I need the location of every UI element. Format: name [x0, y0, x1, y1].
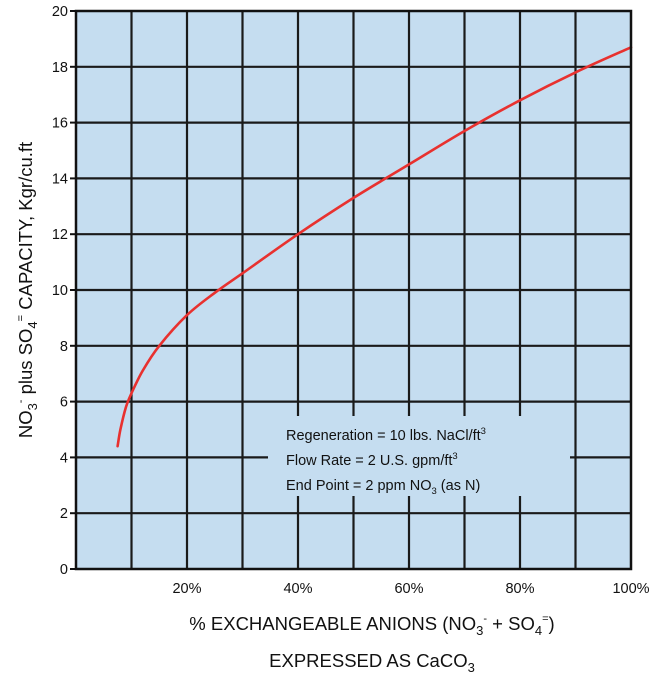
- y-tick-label: 12: [52, 227, 68, 243]
- annotation-line-1-sup: 3: [481, 426, 486, 437]
- y-tick-label: 0: [60, 562, 68, 578]
- x-axis-label-line-2: EXPRESSED AS CaCO3: [269, 650, 475, 675]
- x-label-a: % EXCHANGEABLE ANIONS (NO: [189, 613, 476, 634]
- y-tick-label: 6: [60, 395, 68, 411]
- x-tick-label: 40%: [283, 581, 312, 597]
- x-tick-label: 60%: [394, 581, 423, 597]
- x-axis-label-line-1: % EXCHANGEABLE ANIONS (NO3- + SO4=): [189, 613, 554, 638]
- y-tick-label: 8: [60, 339, 68, 355]
- y-tick-label: 14: [52, 171, 68, 187]
- y-tick-label: 10: [52, 283, 68, 299]
- x-label-sub-a: 3: [476, 623, 483, 638]
- series-layer: [116, 46, 633, 448]
- annotation-line-3-end: (as N): [437, 478, 481, 494]
- x-label-line-2-sub: 3: [468, 660, 475, 675]
- y-label-a: NO: [15, 410, 36, 438]
- annotation-line-2-sup: 3: [452, 451, 457, 462]
- y-label-sub-b: 4: [25, 321, 40, 328]
- y-tick-label: 18: [52, 60, 68, 76]
- x-label-sub-b: 4: [535, 623, 542, 638]
- annotation-line-2-text: Flow Rate = 2 U.S. gpm/ft: [286, 453, 452, 469]
- x-label-sup-b: =: [542, 613, 548, 625]
- annotation-line-3: End Point = 2 ppm NO3 (as N): [286, 478, 480, 497]
- x-tick-label: 80%: [505, 581, 534, 597]
- x-label-sup-a: -: [483, 613, 487, 625]
- annotation-line-3-sub: 3: [431, 486, 436, 497]
- y-axis-ticks: 0 2 4 6 8 10 12 14 16 18 20: [52, 4, 76, 578]
- x-label-line-2-text: EXPRESSED AS CaCO: [269, 650, 467, 671]
- x-axis-ticks: 20% 40% 60% 80% 100%: [172, 581, 649, 597]
- capacity-curve: [116, 46, 633, 448]
- plot-frame: [74, 9, 633, 571]
- annotation-line-3-text: End Point = 2 ppm NO: [286, 478, 431, 494]
- y-label-b: plus SO: [15, 329, 36, 400]
- y-tick-label: 2: [60, 506, 68, 522]
- annotation-box: [268, 416, 570, 496]
- y-label-sup-b: =: [15, 315, 27, 321]
- x-tick-label: 100%: [612, 581, 649, 597]
- annotation-line-2: Flow Rate = 2 U.S. gpm/ft3: [286, 451, 458, 469]
- y-tick-label: 16: [52, 116, 68, 132]
- x-label-b: + SO: [487, 613, 535, 634]
- x-tick-label: 20%: [172, 581, 201, 597]
- y-tick-label: 20: [52, 4, 68, 20]
- annotation-line-1-text: Regeneration = 10 lbs. NaCl/ft: [286, 428, 481, 444]
- y-label-sup-a: -: [15, 399, 27, 403]
- y-tick-label: 4: [60, 450, 68, 466]
- annotation-line-1: Regeneration = 10 lbs. NaCl/ft3: [286, 426, 486, 444]
- y-label-sub-a: 3: [25, 403, 40, 410]
- x-label-c: ): [549, 613, 555, 634]
- y-axis-label: NO3- plus SO4= CAPACITY, Kgr/cu.ft: [15, 142, 40, 438]
- y-label-c: CAPACITY, Kgr/cu.ft: [15, 142, 36, 315]
